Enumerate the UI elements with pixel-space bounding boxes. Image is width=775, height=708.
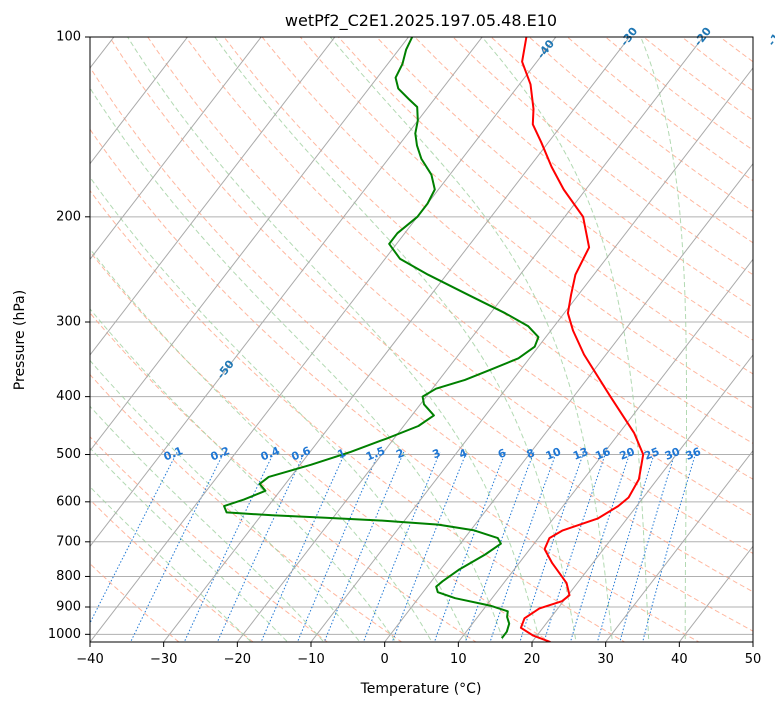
mixing-ratio-line (569, 451, 631, 642)
dry-adiabat-line (90, 250, 552, 642)
dry-adiabat-line (90, 499, 254, 642)
mixing-ratio-line (596, 451, 656, 642)
y-tick-label: 600 (56, 494, 81, 509)
mixing-ratio-line (519, 451, 585, 642)
mixing-ratio-label: 16 (593, 445, 612, 463)
dry-adiabat-line (376, 37, 753, 341)
dry-adiabat-line (90, 189, 626, 642)
y-tick-label: 900 (56, 599, 81, 614)
mixing-ratio-line (619, 451, 676, 642)
y-tick-label: 200 (56, 209, 81, 224)
dry-adiabat-line (414, 37, 753, 308)
y-tick-label: 300 (56, 314, 81, 329)
dry-adiabat-line (109, 37, 753, 593)
background-lines (90, 37, 753, 642)
isotherm-line (90, 37, 483, 548)
isotherm-line (163, 37, 631, 642)
mixing-ratio-label: 2 (394, 446, 406, 461)
dry-adiabat-line (90, 563, 180, 642)
mixing-ratio-line (543, 451, 607, 642)
mixing-ratio-line (362, 451, 441, 642)
mixing-ratio-label: 1 (336, 446, 348, 461)
x-tick-label: 50 (745, 652, 762, 667)
isotherm-line (605, 449, 753, 642)
isotherm-line (90, 37, 262, 261)
mixing-ratio-label: 8 (525, 446, 537, 461)
x-tick-label: −30 (150, 652, 177, 667)
x-tick-label: 30 (597, 652, 614, 667)
x-tick-label: 20 (524, 652, 541, 667)
plot-frame (89, 36, 754, 643)
isotherm-line (90, 37, 189, 165)
mixing-ratio-label: 36 (684, 445, 703, 463)
x-tick-label: 0 (381, 652, 389, 667)
y-tick-label: 500 (56, 447, 81, 462)
x-tick-label: −40 (76, 652, 103, 667)
moist-adiabat-line (90, 248, 433, 642)
chart-title: wetPf2_C2E1.2025.197.05.48.E10 (285, 11, 557, 31)
x-tick-label: −20 (224, 652, 251, 667)
mixing-ratio-line (260, 451, 346, 642)
mixing-ratio-line (642, 451, 697, 642)
mixing-ratio-label: 3 (431, 446, 443, 461)
isotherm-line (310, 67, 753, 642)
isotherm-line (236, 37, 704, 642)
mixing-ratio-label: 13 (571, 445, 590, 463)
mixing-ratio-line (296, 451, 380, 642)
mixing-ratio-label: 10 (544, 445, 563, 463)
mixing-ratio-label: 25 (642, 445, 661, 463)
moist-adiabat-line (329, 37, 613, 642)
isotherm-line (457, 258, 753, 642)
isotherm-line (90, 37, 410, 452)
dry-adiabat-line (90, 312, 477, 642)
x-tick-label: 10 (450, 652, 467, 667)
moist-adiabat-line (90, 176, 469, 642)
dewpoint-line (223, 37, 540, 639)
y-tick-label: 100 (56, 30, 81, 45)
dry-adiabat-line (90, 66, 753, 632)
moist-adiabat-line (640, 37, 688, 642)
profile-lines (223, 37, 645, 642)
x-tick-label: −10 (297, 652, 324, 667)
mixing-ratio-line (130, 451, 225, 642)
dry-adiabat-line (90, 373, 403, 642)
y-tick-label: 800 (56, 569, 81, 584)
isotherm-line (90, 37, 557, 642)
mixing-ratio-line (183, 451, 275, 642)
mixing-ratio-line (464, 451, 535, 642)
moist-adiabat-line (90, 308, 397, 642)
isotherm-label: -10 (765, 25, 775, 49)
y-tick-label: 400 (56, 389, 81, 404)
mixing-ratio-label: 20 (618, 445, 637, 463)
moist-adiabat-line (90, 485, 252, 642)
x-axis-title: Temperature (°C) (360, 681, 482, 697)
mixing-ratio-line (216, 451, 306, 642)
moist-adiabat-line (90, 405, 325, 642)
isotherm-line (90, 37, 336, 356)
isotherm-line (531, 354, 753, 642)
dry-adiabat-line (223, 37, 753, 480)
isotherm-line (678, 545, 753, 642)
moist-adiabat-line (481, 37, 650, 642)
x-tick-label: 40 (671, 652, 688, 667)
y-axis-title: Pressure (hPa) (12, 290, 28, 390)
axis-ticks: −40 −30 −20 −10 0 10 20 30 40 50 100 200 300 400 500 60… (48, 30, 761, 668)
y-tick-label: 700 (56, 534, 81, 549)
isotherm-line (384, 162, 753, 642)
mixing-ratio-label: 30 (663, 445, 682, 463)
mixing-ratio-line (90, 451, 178, 625)
dry-adiabat-line (261, 37, 753, 445)
moist-adiabat-line (90, 447, 289, 642)
temperature-line (519, 37, 645, 642)
y-tick-label: 1000 (48, 627, 81, 642)
mixing-ratio-line (323, 451, 405, 642)
moist-adiabat-line (127, 37, 541, 642)
